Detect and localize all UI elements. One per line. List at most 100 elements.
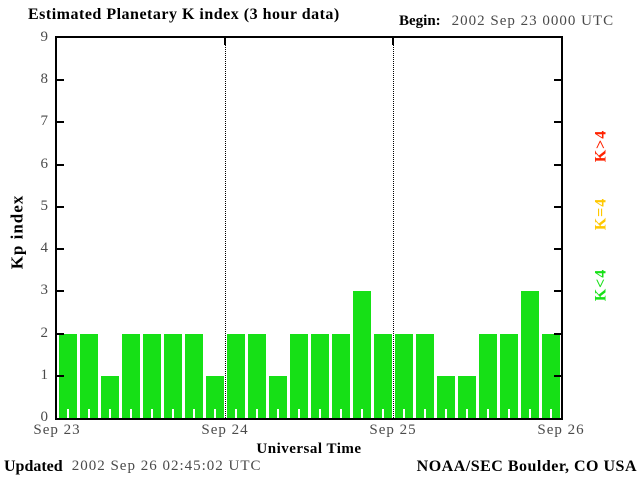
kp-bar bbox=[520, 291, 539, 418]
x-minor-tick bbox=[297, 409, 300, 418]
y-tick-label: 0 bbox=[40, 409, 49, 425]
kp-bar bbox=[310, 334, 329, 418]
kp-bar bbox=[79, 334, 98, 418]
y-tick-left bbox=[57, 290, 64, 293]
kp-bar bbox=[184, 334, 203, 418]
y-tick-label: 4 bbox=[40, 240, 49, 257]
kp-bar bbox=[415, 334, 434, 418]
y-tick-right bbox=[554, 332, 561, 335]
legend-label: K=4 bbox=[592, 197, 609, 231]
kp-bar bbox=[121, 334, 140, 418]
x-minor-tick bbox=[192, 409, 195, 418]
y-tick-right bbox=[554, 248, 561, 251]
x-minor-tick bbox=[150, 409, 153, 418]
legend-entry: K=4 bbox=[586, 184, 616, 244]
kp-bar bbox=[541, 334, 560, 418]
y-tick-left bbox=[57, 374, 64, 377]
kp-bar bbox=[457, 376, 476, 418]
x-minor-tick bbox=[129, 409, 132, 418]
legend-label: K>4 bbox=[592, 129, 609, 163]
x-minor-tick bbox=[507, 409, 510, 418]
x-minor-tick bbox=[339, 409, 342, 418]
kp-bar bbox=[268, 376, 287, 418]
kp-bar bbox=[352, 291, 371, 418]
y-tick-label: 7 bbox=[40, 113, 49, 130]
x-minor-tick bbox=[276, 409, 279, 418]
kp-bar bbox=[142, 334, 161, 418]
day-tick bbox=[224, 38, 226, 45]
kp-bar bbox=[226, 334, 245, 418]
kp-bar bbox=[247, 334, 266, 418]
y-tick-right bbox=[554, 121, 561, 124]
kp-bar bbox=[58, 334, 77, 418]
x-axis-title: Universal Time bbox=[256, 441, 362, 457]
kp-bar bbox=[436, 376, 455, 418]
x-minor-tick bbox=[360, 409, 363, 418]
x-minor-tick bbox=[402, 409, 405, 418]
y-tick-label: 1 bbox=[40, 366, 49, 383]
x-minor-tick bbox=[171, 409, 174, 418]
x-minor-tick bbox=[465, 409, 468, 418]
y-tick-label: 2 bbox=[40, 324, 49, 341]
begin-info: Begin: 2002 Sep 23 0000 UTC bbox=[399, 13, 614, 30]
x-minor-tick bbox=[381, 409, 384, 418]
y-tick-right bbox=[554, 163, 561, 166]
updated-value: 2002 Sep 26 02:45:02 UTC bbox=[71, 458, 262, 474]
y-tick-left bbox=[57, 121, 64, 124]
kp-bar bbox=[499, 334, 518, 418]
y-tick-label: 3 bbox=[40, 282, 49, 299]
legend-entry: K<4 bbox=[586, 255, 616, 315]
kp-bar bbox=[100, 376, 119, 418]
kp-bar bbox=[373, 334, 392, 418]
y-tick-label: 8 bbox=[40, 71, 49, 88]
x-minor-tick bbox=[444, 409, 447, 418]
y-tick-left bbox=[57, 79, 64, 82]
updated-info: Updated 2002 Sep 26 02:45:02 UTC bbox=[4, 458, 262, 476]
x-minor-tick bbox=[486, 409, 489, 418]
x-minor-tick bbox=[87, 409, 90, 418]
y-tick-right bbox=[554, 79, 561, 82]
credit-text: NOAA/SEC Boulder, CO USA bbox=[416, 458, 637, 475]
x-minor-tick bbox=[549, 409, 552, 418]
x-minor-tick bbox=[318, 409, 321, 418]
day-tick bbox=[392, 38, 394, 45]
begin-label: Begin: bbox=[399, 13, 441, 29]
x-minor-tick bbox=[234, 409, 237, 418]
kp-bar bbox=[331, 334, 350, 418]
kp-bar bbox=[205, 376, 224, 418]
x-tick-label: Sep 25 bbox=[369, 422, 417, 438]
day-divider-line bbox=[393, 38, 394, 418]
x-tick-label: Sep 26 bbox=[537, 422, 585, 438]
x-minor-tick bbox=[528, 409, 531, 418]
x-minor-tick bbox=[255, 409, 258, 418]
x-minor-tick bbox=[66, 409, 69, 418]
plot-area bbox=[57, 38, 561, 418]
y-tick-label: 5 bbox=[40, 197, 49, 214]
begin-value: 2002 Sep 23 0000 UTC bbox=[451, 13, 615, 29]
x-minor-tick bbox=[108, 409, 111, 418]
y-tick-left bbox=[57, 205, 64, 208]
y-tick-right bbox=[554, 374, 561, 377]
x-minor-tick bbox=[213, 409, 216, 418]
updated-label: Updated bbox=[4, 458, 63, 475]
legend-entry: K>4 bbox=[586, 116, 616, 176]
y-tick-right bbox=[554, 205, 561, 208]
x-tick-label: Sep 24 bbox=[201, 422, 249, 438]
kp-bar bbox=[394, 334, 413, 418]
y-tick-label: 6 bbox=[40, 155, 49, 172]
x-minor-tick bbox=[423, 409, 426, 418]
kp-bar bbox=[478, 334, 497, 418]
y-tick-right bbox=[554, 290, 561, 293]
day-divider-line bbox=[225, 38, 226, 418]
y-tick-left bbox=[57, 163, 64, 166]
x-tick-label: Sep 23 bbox=[33, 422, 81, 438]
legend-label: K<4 bbox=[592, 268, 609, 302]
y-tick-label: 9 bbox=[40, 29, 49, 45]
kp-bar bbox=[289, 334, 308, 418]
chart-title: Estimated Planetary K index (3 hour data… bbox=[28, 6, 340, 23]
y-tick-left bbox=[57, 248, 64, 251]
kp-bar bbox=[163, 334, 182, 418]
y-tick-left bbox=[57, 332, 64, 335]
plot-frame bbox=[55, 36, 563, 420]
